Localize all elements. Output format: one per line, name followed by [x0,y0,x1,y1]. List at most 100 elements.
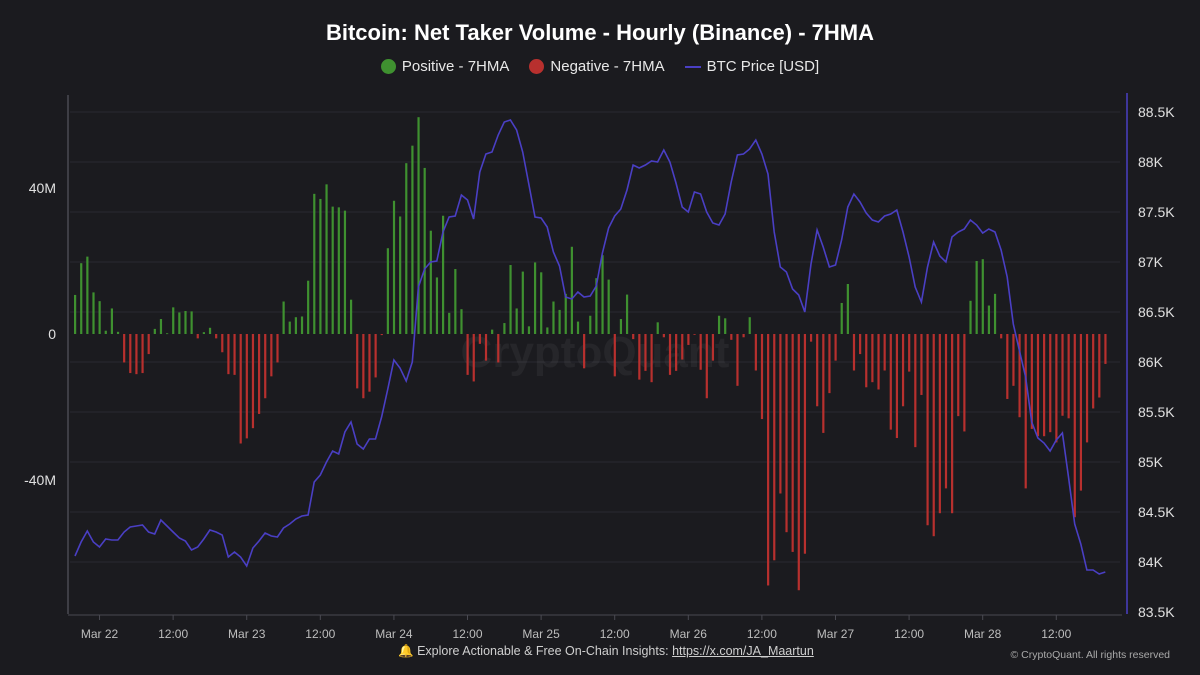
positive-bar [92,292,95,334]
negative-bar [865,334,868,388]
negative-bar [908,334,911,372]
positive-bar [717,315,721,334]
negative-bar [951,334,954,514]
positive-bar [619,319,623,334]
negative-bar [705,334,708,399]
legend-item-negative[interactable]: Negative - 7HMA [529,58,665,75]
negative-bar [834,334,837,361]
negative-bar [632,334,635,340]
negative-bar [963,334,966,432]
btc-price-line [74,119,1106,575]
negative-bar [662,334,665,338]
positive-bar [981,259,984,334]
positive-bar [159,319,163,334]
negative-bar [711,334,715,361]
positive-bar [491,329,494,334]
x-tick-label: Mar 22 [81,627,119,640]
positive-bar [601,255,604,334]
x-tick-label: Mar 28 [964,627,1002,640]
negative-bar [583,334,586,369]
positive-bar [515,308,518,334]
copyright: © CryptoQuant. All rights reserved [1010,649,1170,661]
legend-item-positive[interactable]: Positive - 7HMA [380,58,510,75]
x-tick-label: 12:00 [747,627,777,640]
negative-bar [1006,334,1009,399]
positive-bar [172,307,175,334]
negative-bar [668,334,672,375]
right-tick-label: 83.5K [1138,604,1175,620]
negative-bar [356,334,359,389]
negative-bar [1012,334,1015,386]
negative-bar [362,334,365,399]
positive-bar [288,321,291,334]
negative-bar [920,334,923,395]
negative-bar [380,334,383,336]
positive-bar [349,299,353,334]
right-tick-label: 84K [1138,554,1164,570]
x-tick-label: 12:00 [894,627,924,640]
negative-bar [681,334,684,360]
positive-bar [503,323,506,334]
negative-bar [895,334,899,439]
positive-bar [294,317,297,334]
positive-bar [331,206,334,334]
negative-bar [871,334,874,383]
negative-bar [785,334,788,533]
left-tick-label: 0 [48,326,56,342]
negative-bar [215,334,218,339]
negative-bar [767,334,770,586]
positive-bar [840,302,843,334]
positive-bar [165,333,169,335]
negative-bar [472,334,475,382]
legend-label: Positive - 7HMA [401,58,510,75]
x-tick-label: Mar 23 [228,627,266,640]
negative-bar [233,334,236,375]
negative-bar [1043,334,1046,437]
positive-bar [993,293,997,334]
negative-bar [816,334,819,407]
right-tick-label: 88.5K [1138,104,1175,120]
positive-bar [80,263,83,334]
negative-bar [1104,334,1107,364]
positive-bar [748,317,751,334]
positive-bar [607,279,610,334]
x-tick-label: Mar 27 [817,627,855,640]
negative-bar [675,334,678,371]
negative-bar [859,334,862,355]
negative-bar [497,334,500,363]
x-tick-label: 12:00 [600,627,630,640]
right-tick-label: 85K [1138,454,1164,470]
positive-bar [589,315,592,334]
negative-bar [1000,334,1003,339]
positive-bar [509,265,512,334]
positive-bar [343,210,347,334]
right-tick-label: 87.5K [1138,204,1175,220]
negative-bar [760,334,764,420]
positive-bar [411,145,414,334]
negative-bar [374,334,377,378]
positive-bar [153,328,156,334]
negative-bar [822,334,825,433]
legend-item-price[interactable]: BTC Price [USD] [684,58,820,75]
positive-bar [307,280,310,334]
negative-bar [1061,334,1064,416]
positive-bar [570,246,573,334]
footer-link[interactable]: https://x.com/JA_Maartun [672,644,814,658]
positive-bar [392,200,396,334]
positive-bar [86,256,89,334]
negative-bar [1030,334,1033,429]
negative-bar [693,334,696,335]
negative-bar [889,334,892,430]
legend-label: BTC Price [USD] [706,58,820,75]
positive-bar [435,277,439,334]
negative-bar [638,334,641,380]
positive-bar [337,207,340,334]
chart-plot: CryptoQuant 40M 0 -40M 88.5K 88K 87.5K 87K 86.… [24,93,1175,640]
x-tick-label: 12:00 [305,627,335,640]
negative-bar [730,334,733,340]
right-tick-label: 86K [1138,354,1164,370]
negative-bar [227,334,230,375]
positive-bar [595,278,598,334]
negative-bar [264,334,267,399]
negative-bar [944,334,948,489]
